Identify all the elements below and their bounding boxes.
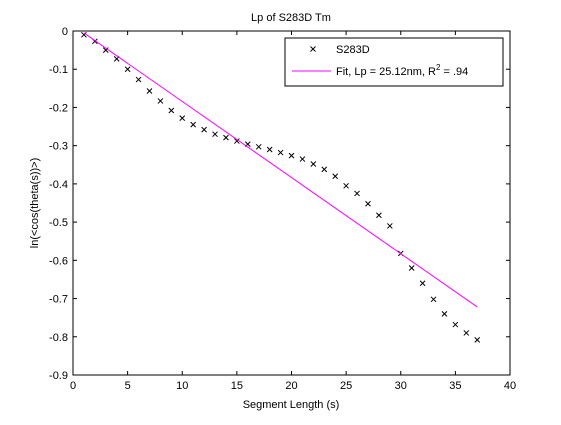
data-point: [157, 98, 164, 104]
y-tick-label: 0: [62, 26, 68, 38]
legend-fit-main: Fit, Lp = 25.12nm, R: [336, 66, 436, 78]
data-point: [277, 149, 284, 156]
x-tick-label: 0: [70, 380, 76, 392]
y-tick-label: -0.8: [49, 332, 68, 344]
x-tick-label: 10: [176, 380, 188, 392]
data-point: [179, 115, 186, 122]
legend: S283D Fit, Lp = 25.12nm, R2 = .94: [284, 37, 504, 87]
data-point: [419, 280, 426, 287]
data-point: [376, 212, 382, 219]
legend-fit-tail: = .94: [440, 66, 468, 78]
data-point: [463, 330, 470, 336]
legend-box: [284, 37, 504, 87]
data-point: [474, 336, 481, 343]
data-point: [212, 131, 218, 138]
data-point: [102, 47, 109, 53]
y-tick-label: -0.4: [49, 179, 68, 191]
data-point: [430, 296, 437, 303]
legend-label-scatter: S283D: [336, 44, 370, 56]
y-tick-label: -0.2: [49, 102, 68, 114]
legend-label-fit: Fit, Lp = 25.12nm, R2 = .94: [336, 63, 468, 78]
plot-area: [73, 31, 510, 375]
data-point: [310, 161, 317, 167]
y-tick-label: -0.6: [49, 255, 68, 267]
data-point: [452, 321, 459, 328]
legend-marker-x: [310, 46, 316, 52]
data-point: [354, 190, 360, 197]
data-point: [190, 121, 197, 128]
data-point: [223, 134, 229, 141]
y-axis-label: ln(<cos(theta(s))>): [29, 158, 41, 248]
x-axis-label: Segment Length (s): [243, 399, 340, 411]
data-point: [332, 173, 339, 180]
chart-title: Lp of S283D Tm: [251, 12, 331, 24]
x-tick-label: 35: [449, 380, 461, 392]
data-point: [266, 146, 273, 153]
y-tick-label: -0.5: [49, 217, 68, 229]
data-point: [321, 166, 328, 173]
data-point: [365, 200, 371, 207]
x-tick-label: 5: [125, 380, 131, 392]
ticks: 0 5 10 15 20 25 30 35 40 0 -0.1 -0.2 -0.3 -0.4 -0.5 -0.…: [49, 26, 516, 392]
data-point: [234, 138, 240, 144]
x-tick-label: 20: [285, 380, 297, 392]
data-point: [124, 66, 131, 73]
y-tick-label: -0.9: [49, 370, 68, 382]
data-point: [343, 182, 349, 189]
data-point: [288, 152, 295, 159]
x-tick-label: 30: [395, 380, 407, 392]
data-point: [135, 76, 142, 83]
y-tick-label: -0.7: [49, 294, 68, 306]
series-layer: [81, 31, 481, 343]
x-tick-label: 25: [340, 380, 352, 392]
data-point: [81, 31, 87, 38]
data-point: [255, 143, 262, 150]
data-point: [201, 126, 207, 133]
y-tick-label: -0.1: [49, 64, 68, 76]
data-point: [441, 310, 448, 317]
plot-frame: [72, 30, 511, 376]
data-point: [299, 156, 306, 162]
legend-fit-sup: 2: [436, 63, 441, 72]
x-tick-label: 15: [231, 380, 243, 392]
data-point: [146, 88, 153, 94]
fit-line: [83, 32, 478, 308]
data-point: [386, 223, 393, 229]
data-point: [408, 265, 415, 271]
x-tick-label: 40: [504, 380, 516, 392]
data-point: [168, 107, 175, 114]
y-tick-label: -0.3: [49, 141, 68, 153]
